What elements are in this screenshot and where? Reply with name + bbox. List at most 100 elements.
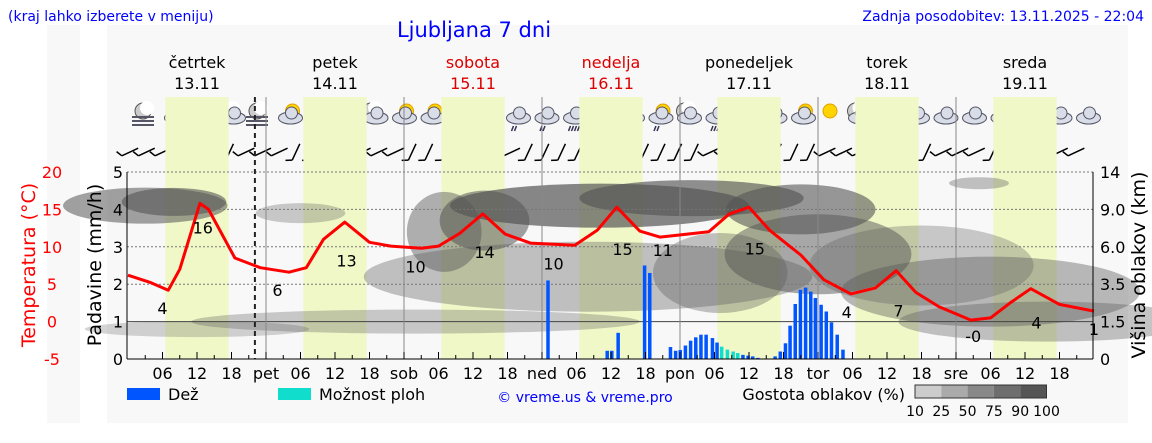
x-tick-label: 18: [221, 364, 241, 383]
cloud-density-legend-title: Gostota oblakov (%): [742, 385, 905, 404]
rain-drop: [570, 125, 575, 132]
wind-feather: [1062, 151, 1069, 157]
cloud-icon: [933, 106, 959, 125]
wind-feather: [248, 151, 256, 157]
cloud-shape: [655, 106, 669, 120]
wind-shaft: [818, 147, 836, 157]
temperature-label: 4: [842, 303, 852, 322]
wind-shaft: [1067, 147, 1085, 157]
wind-feather: [517, 159, 525, 162]
wind-shaft: [656, 143, 666, 161]
temperature-label: 4: [157, 299, 167, 318]
wind-shaft: [424, 143, 434, 161]
wind-shaft: [138, 147, 156, 157]
wind-barb-icon: [929, 147, 952, 157]
cloud-height-tick-label: 3.5: [1100, 275, 1125, 294]
precip-tick-label: 3: [113, 238, 123, 257]
day-name: nedelja: [582, 53, 641, 72]
cloud-density-swatch: [941, 385, 968, 398]
cloud-density-scale-border: [914, 384, 1047, 399]
showers-legend-label: Možnost ploh: [319, 385, 425, 404]
wind-barb-icon: [517, 143, 533, 162]
x-tick-label: sob: [390, 364, 418, 383]
wind-shaft: [557, 143, 567, 161]
copyright-link[interactable]: © vreme.us & vreme.pro: [497, 390, 672, 406]
precip-tick-label: 1: [113, 313, 123, 332]
day-date: 19.11: [1002, 74, 1048, 93]
rain-bar: [704, 334, 708, 359]
rain-drop: [567, 125, 572, 132]
temperature-label: 7: [893, 301, 903, 320]
rain-bar: [788, 325, 792, 359]
cloud-height-tick-label: 1.5: [1100, 313, 1125, 332]
cloud-shape: [427, 106, 441, 120]
rain-drop: [513, 125, 518, 132]
x-tick-label: 12: [601, 364, 621, 383]
wind-barb-icon: [132, 147, 156, 157]
cloud-shape: [798, 106, 811, 120]
wind-barb-icon: [683, 143, 699, 162]
x-tick-label: 18: [911, 364, 931, 383]
x-tick-label: 06: [704, 364, 724, 383]
wind-barb-icon: [248, 147, 272, 157]
location-hint[interactable]: (kraj lahko izberete v meniju): [8, 9, 214, 25]
rain-bar: [773, 356, 777, 359]
cloud-rain-icon: [534, 106, 560, 132]
temperature-label: 6: [272, 281, 282, 300]
wind-shaft: [291, 143, 301, 161]
cloud-height-axis-title: Višina oblakov (km): [1128, 172, 1150, 359]
last-updated: Zadnja posodobitev: 13.11.2025 - 22:04: [862, 9, 1144, 25]
rain-bar: [605, 350, 609, 359]
rain-legend-label: Dež: [168, 385, 199, 404]
wind-feather: [132, 151, 139, 157]
rain-drop: [576, 125, 581, 132]
wind-shaft: [254, 147, 272, 157]
rain-drop: [713, 125, 717, 132]
rain-bar: [778, 351, 783, 359]
wind-feather: [783, 159, 791, 162]
wind-barb-icon: [381, 147, 405, 157]
wind-shaft: [121, 147, 139, 157]
day-name: sreda: [1003, 53, 1047, 72]
cloud-icon: [1076, 106, 1101, 125]
temp-tick-label: 15: [42, 200, 62, 219]
cloud-density-swatch: [993, 385, 1021, 398]
cloud-height-tick-label: 6.0: [1100, 238, 1125, 257]
rain-bar: [829, 322, 834, 359]
cloud-density-scale-label: 50: [959, 404, 977, 420]
x-tick-label: 18: [497, 364, 517, 383]
cloud-shape: [370, 106, 384, 120]
showers-legend-swatch: [278, 388, 311, 400]
rain-bar: [648, 272, 652, 359]
x-tick-label: sre: [944, 364, 968, 383]
x-tick-label: tor: [807, 364, 830, 383]
rain-bar: [746, 355, 750, 359]
rain-bar: [841, 349, 845, 359]
wind-feather: [418, 159, 426, 162]
x-tick-label: 06: [428, 364, 448, 383]
rain-bar: [610, 350, 614, 359]
temp-axis-title: Temperatura (°C): [18, 183, 40, 348]
wind-barb-icon: [418, 143, 434, 162]
rain-drop: [542, 125, 546, 132]
rain-bar: [699, 334, 703, 359]
cloud-shape: [1054, 106, 1068, 120]
day-date: 15.11: [450, 74, 496, 93]
cloud-height-tick-label: 9.0: [1100, 200, 1125, 219]
rain-bar: [819, 304, 823, 359]
cloud-density-blob: [949, 177, 1009, 190]
x-tick-label: pon: [665, 364, 695, 383]
cloud-density-blob: [363, 241, 813, 312]
rain-bar: [546, 280, 550, 359]
wind-barb-icon: [962, 147, 986, 157]
x-tick-label: pet: [253, 364, 279, 383]
rain-bar: [813, 298, 818, 359]
daylight-band: [579, 97, 643, 359]
wind-shaft: [922, 143, 932, 161]
wind-feather: [800, 159, 807, 162]
x-tick-label: 12: [877, 364, 897, 383]
x-tick-label: 12: [187, 364, 207, 383]
page-title: Ljubljana 7 dni: [397, 18, 551, 42]
rain-bar: [642, 265, 647, 359]
